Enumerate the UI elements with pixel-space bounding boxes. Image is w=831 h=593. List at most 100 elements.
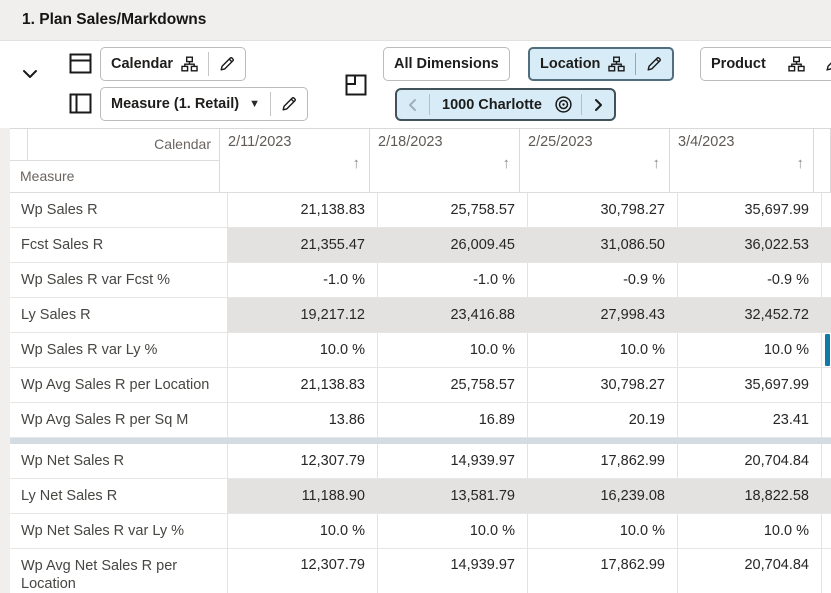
data-cell[interactable]: -1.0 %	[228, 263, 378, 297]
row-header-label[interactable]: Wp Avg Net Sales R per Location	[10, 549, 228, 593]
data-cell[interactable]: -1.0 %	[378, 263, 528, 297]
data-cell[interactable]: 20,704.84	[678, 549, 822, 593]
data-cell[interactable]: 17,862.99	[528, 444, 678, 478]
column-header-2/11/2023[interactable]: 2/11/2023 ↑	[220, 129, 370, 192]
data-cell[interactable]: 16,239.08	[528, 479, 678, 513]
columns-axis-icon[interactable]	[69, 93, 92, 114]
data-cell[interactable]: 10.0 %	[678, 514, 822, 548]
data-cell[interactable]: 23.41	[678, 403, 822, 437]
pivot-toolbar: Calendar Measure (1. Retail) ▼	[0, 41, 831, 128]
row-header-label[interactable]: Wp Sales R	[10, 193, 228, 227]
data-cell[interactable]: 36,022.53	[678, 228, 822, 262]
data-cell[interactable]: 10.0 %	[228, 333, 378, 367]
next-page-chevron-icon[interactable]	[590, 98, 608, 112]
rows-axis-icon[interactable]	[69, 53, 92, 74]
row-header-label[interactable]: Wp Avg Sales R per Sq M	[10, 403, 228, 437]
measure-row: Fcst Sales R 21,355.47 26,009.45 31,086.50 3…	[10, 228, 831, 263]
measure-row: Wp Avg Sales R per Location 21,138.83 25,7…	[10, 368, 831, 403]
column-header-3/4/2023[interactable]: 3/4/2023 ↑	[670, 129, 814, 192]
data-cell[interactable]: 10.0 %	[228, 514, 378, 548]
data-cell[interactable]: 30,798.27	[528, 193, 678, 227]
data-cell[interactable]: 14,939.97	[378, 444, 528, 478]
data-cell[interactable]: 19,217.12	[228, 298, 378, 332]
hierarchy-icon[interactable]	[608, 56, 626, 72]
data-cell[interactable]: 14,939.97	[378, 549, 528, 593]
column-dimension-label: Calendar	[154, 136, 211, 153]
measure-row: Wp Avg Net Sales R per Location 12,307.79…	[10, 549, 831, 593]
data-cell[interactable]: 31,086.50	[528, 228, 678, 262]
column-header-2/18/2023[interactable]: 2/18/2023 ↑	[370, 129, 520, 192]
data-cell[interactable]: -0.9 %	[528, 263, 678, 297]
data-cell[interactable]: 18,822.58	[678, 479, 822, 513]
data-cell[interactable]: 17,862.99	[528, 549, 678, 593]
chip-divider	[429, 94, 430, 115]
measure-row: Wp Net Sales R var Ly % 10.0 % 10.0 % 10.0 …	[10, 514, 831, 549]
target-bullseye-icon[interactable]	[554, 95, 573, 114]
data-cell[interactable]: 10.0 %	[678, 333, 822, 367]
sort-ascending-icon[interactable]: ↑	[796, 155, 805, 172]
data-cell[interactable]: 10.0 %	[378, 333, 528, 367]
all-dimensions-button[interactable]: All Dimensions	[383, 47, 510, 81]
data-cell[interactable]: 16.89	[378, 403, 528, 437]
data-cell[interactable]: 13,581.79	[378, 479, 528, 513]
measure-row: Wp Net Sales R 12,307.79 14,939.97 17,862.9…	[10, 444, 831, 479]
sort-ascending-icon[interactable]: ↑	[652, 155, 661, 172]
data-cell[interactable]: 12,307.79	[228, 549, 378, 593]
edit-pencil-icon[interactable]	[646, 56, 662, 72]
data-cell[interactable]: 11,188.90	[228, 479, 378, 513]
overflow-column-sliver	[822, 228, 831, 262]
product-dimension-button[interactable]: Product	[700, 47, 831, 81]
data-cell[interactable]: 20,704.84	[678, 444, 822, 478]
row-header-label[interactable]: Wp Net Sales R var Ly %	[10, 514, 228, 548]
data-cell[interactable]: 20.19	[528, 403, 678, 437]
data-cell[interactable]: 30,798.27	[528, 368, 678, 402]
row-header-label[interactable]: Wp Sales R var Ly %	[10, 333, 228, 367]
data-cell[interactable]: 21,138.83	[228, 193, 378, 227]
product-label: Product	[711, 56, 766, 72]
hierarchy-icon[interactable]	[181, 56, 198, 72]
selected-cell-indicator[interactable]	[825, 334, 830, 366]
cols-axis-label: Measure (1. Retail)	[111, 96, 240, 112]
sort-ascending-icon[interactable]: ↑	[352, 155, 361, 172]
chip-divider	[580, 94, 582, 115]
rows-axis-calendar-button[interactable]: Calendar	[100, 47, 247, 81]
data-cell[interactable]: 21,138.83	[228, 368, 378, 402]
data-cell[interactable]: 27,998.43	[528, 298, 678, 332]
data-cell[interactable]: 10.0 %	[528, 333, 678, 367]
chevron-down-icon[interactable]: ▼	[249, 98, 261, 110]
cols-axis-measure-button[interactable]: Measure (1. Retail) ▼	[100, 87, 309, 121]
hierarchy-icon[interactable]	[788, 56, 805, 72]
data-cell[interactable]: 10.0 %	[528, 514, 678, 548]
data-cell[interactable]: 23,416.88	[378, 298, 528, 332]
swap-layout-icon[interactable]	[345, 74, 367, 96]
overflow-column-sliver	[822, 549, 831, 593]
row-header-label[interactable]: Ly Sales R	[10, 298, 228, 332]
data-cell[interactable]: 35,697.99	[678, 193, 822, 227]
data-cell[interactable]: 25,758.57	[378, 368, 528, 402]
page-chip-label[interactable]: 1000 Charlotte	[442, 96, 542, 113]
data-cell[interactable]: 25,758.57	[378, 193, 528, 227]
edit-pencil-icon[interactable]	[219, 56, 235, 72]
data-cell[interactable]: -0.9 %	[678, 263, 822, 297]
edit-pencil-icon[interactable]	[825, 56, 831, 72]
row-header-label[interactable]: Wp Net Sales R	[10, 444, 228, 478]
row-header-label[interactable]: Ly Net Sales R	[10, 479, 228, 513]
sort-ascending-icon[interactable]: ↑	[502, 155, 511, 172]
previous-page-chevron-icon[interactable]	[403, 98, 421, 112]
data-cell[interactable]: 26,009.45	[378, 228, 528, 262]
corner-spacer-cell	[10, 129, 28, 160]
data-cell[interactable]: 10.0 %	[378, 514, 528, 548]
data-cell[interactable]: 13.86	[228, 403, 378, 437]
row-header-label[interactable]: Fcst Sales R	[10, 228, 228, 262]
overflow-column-sliver	[822, 298, 831, 332]
edit-pencil-icon[interactable]	[281, 96, 297, 112]
data-cell[interactable]: 35,697.99	[678, 368, 822, 402]
data-cell[interactable]: 32,452.72	[678, 298, 822, 332]
column-header-2/25/2023[interactable]: 2/25/2023 ↑	[520, 129, 670, 192]
location-dimension-button[interactable]: Location	[528, 47, 675, 81]
data-cell[interactable]: 21,355.47	[228, 228, 378, 262]
data-cell[interactable]: 12,307.79	[228, 444, 378, 478]
row-header-label[interactable]: Wp Sales R var Fcst %	[10, 263, 228, 297]
collapse-toolbar-chevron-icon[interactable]	[21, 68, 39, 80]
row-header-label[interactable]: Wp Avg Sales R per Location	[10, 368, 228, 402]
